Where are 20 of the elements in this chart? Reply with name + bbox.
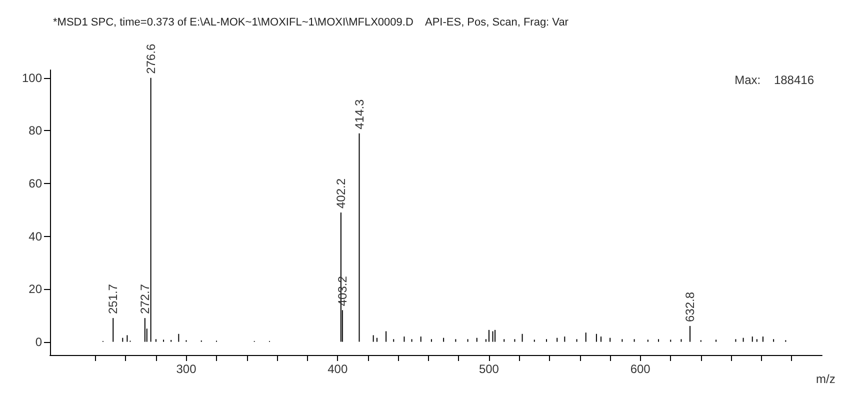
annotation: 276.6: [144, 44, 158, 74]
annotation: 402.2: [334, 178, 348, 208]
annotation: 251.7: [106, 284, 120, 314]
chart-title: *MSD1 SPC, time=0.373 of E:\AL-MOK~1\MOXIFL~1\MOXI\MFLX0009.D API-ES, Pos, Scan, Frag: Var: [53, 16, 569, 28]
annotation: 632.8: [683, 292, 698, 322]
annotation: Max: 188416: [734, 73, 814, 87]
x-axis-title: m/z: [816, 372, 836, 386]
x-tick-label: 300: [176, 362, 197, 376]
x-tick-label: 500: [478, 362, 500, 376]
x-tick-label: 400: [328, 362, 348, 376]
annotation: 272.7: [138, 284, 152, 314]
y-tick-label: 40: [28, 229, 42, 244]
y-tick-label: 0: [35, 334, 42, 349]
x-tick-label: 600: [630, 362, 651, 376]
y-tick-label: 80: [28, 124, 42, 138]
annotation: 403.2: [335, 276, 350, 306]
y-tick-label: 60: [28, 176, 42, 190]
y-tick-label: 100: [22, 70, 42, 85]
y-tick-label: 20: [28, 282, 42, 296]
annotation: 414.3: [352, 98, 366, 130]
